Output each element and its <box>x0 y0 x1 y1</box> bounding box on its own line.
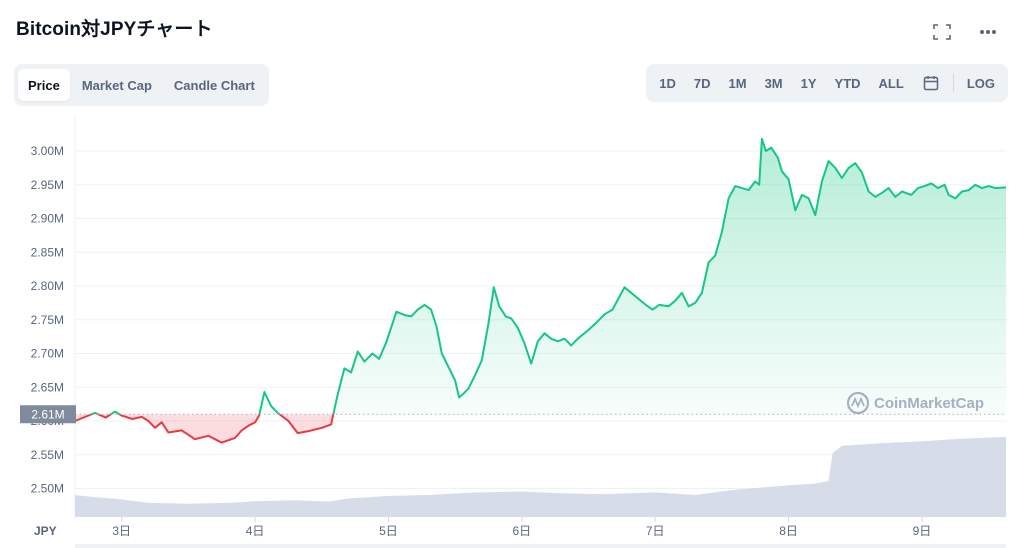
calendar-icon[interactable] <box>913 68 949 98</box>
price-area-below <box>75 414 1006 443</box>
currency-label: JPY <box>34 524 57 538</box>
x-tick-label: 7日 <box>646 524 665 538</box>
tab-candle-chart[interactable]: Candle Chart <box>173 77 255 93</box>
y-tick-label: 3.00M <box>31 144 64 158</box>
x-tick-label: 4日 <box>246 524 265 538</box>
chart-type-tabs: Price Market Cap Candle Chart <box>14 64 269 106</box>
volume-area-path <box>75 436 1006 517</box>
baseline-tag-label: 2.61M <box>31 407 64 421</box>
price-chart[interactable]: 2.50M2.55M2.60M2.65M2.70M2.75M2.80M2.85M… <box>0 114 1024 548</box>
y-tick-label: 2.55M <box>31 448 64 462</box>
x-tick-label: 3日 <box>112 524 131 538</box>
baseline-tag <box>20 405 76 424</box>
x-axis: JPY 3日 4日 5日 6日 7日 8日 9日 <box>34 517 1006 548</box>
y-tick-label: 2.70M <box>31 347 64 361</box>
range-divider <box>952 74 954 92</box>
y-tick-label: 2.50M <box>31 482 64 496</box>
header-actions <box>932 22 998 42</box>
price-line-up <box>89 137 1007 415</box>
x-tick-label: 8日 <box>779 524 798 538</box>
price-area-fill <box>75 138 1006 443</box>
page-title: Bitcoin対JPYチャート <box>16 19 213 40</box>
time-range-selector: 1D 7D 1M 3M 1Y YTD ALL LOG <box>646 64 1008 102</box>
range-ytd-button[interactable]: YTD <box>834 75 861 91</box>
price-line <box>74 137 1007 444</box>
range-3m-button[interactable]: 3M <box>764 75 783 91</box>
coinmarketcap-logo-mark <box>851 396 865 409</box>
range-1y-button[interactable]: 1Y <box>800 75 817 91</box>
range-1d-button[interactable]: 1D <box>659 75 676 91</box>
x-scrollbar-track <box>75 544 1006 548</box>
coinmarketcap-watermark: CoinMarketCap <box>846 391 984 415</box>
tab-price[interactable]: Price <box>18 69 70 101</box>
log-scale-toggle[interactable]: LOG <box>966 75 995 91</box>
x-tick-label: 6日 <box>512 524 531 538</box>
y-tick-label: 2.65M <box>31 380 64 394</box>
y-tick-label: 2.85M <box>31 245 64 259</box>
y-axis: 2.50M2.55M2.60M2.65M2.70M2.75M2.80M2.85M… <box>31 144 64 496</box>
baseline-marker: 2.61M <box>20 405 1006 424</box>
range-1m-button[interactable]: 1M <box>728 75 747 91</box>
tab-market-cap[interactable]: Market Cap <box>81 77 152 93</box>
range-7d-button[interactable]: 7D <box>693 75 711 91</box>
watermark-text: CoinMarketCap <box>874 395 984 412</box>
y-tick-label: 2.95M <box>31 178 64 192</box>
fullscreen-icon[interactable] <box>932 22 952 42</box>
coinmarketcap-logo-icon <box>846 391 870 415</box>
y-tick-label: 2.80M <box>31 279 64 293</box>
x-tick-label: 5日 <box>379 524 398 538</box>
price-area-above <box>75 138 1006 415</box>
y-tick-label: 2.75M <box>31 313 64 327</box>
more-horizontal-icon[interactable] <box>978 22 998 42</box>
x-tick-label: 9日 <box>913 524 932 538</box>
y-tick-label: 2.90M <box>31 212 64 226</box>
range-all-button[interactable]: ALL <box>878 75 904 91</box>
volume-area <box>75 436 1006 517</box>
